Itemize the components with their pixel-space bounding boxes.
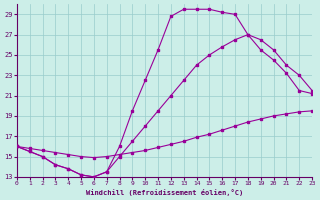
- X-axis label: Windchill (Refroidissement éolien,°C): Windchill (Refroidissement éolien,°C): [86, 189, 243, 196]
